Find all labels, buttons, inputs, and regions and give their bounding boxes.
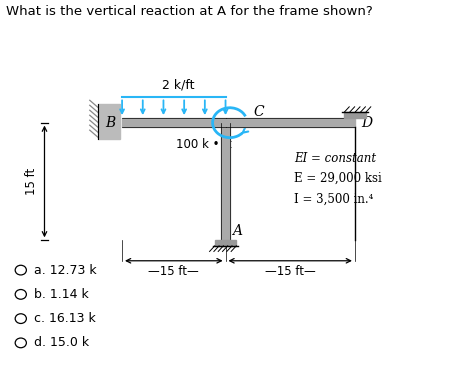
Text: d. 15.0 k: d. 15.0 k bbox=[34, 337, 89, 349]
Text: D: D bbox=[361, 116, 372, 130]
Bar bbox=[122, 118, 226, 127]
Text: 2 k/ft: 2 k/ft bbox=[162, 79, 194, 92]
Text: C: C bbox=[254, 105, 264, 119]
Text: b. 1.14 k: b. 1.14 k bbox=[34, 288, 88, 301]
Bar bbox=[215, 240, 236, 246]
Text: EI = constant: EI = constant bbox=[294, 152, 376, 165]
Text: a. 12.73 k: a. 12.73 k bbox=[34, 264, 96, 277]
Text: c. 16.13 k: c. 16.13 k bbox=[34, 312, 96, 325]
Text: —15 ft—: —15 ft— bbox=[149, 264, 199, 277]
Text: What is the vertical reaction at A for the frame shown?: What is the vertical reaction at A for t… bbox=[6, 5, 372, 18]
Text: B: B bbox=[106, 116, 116, 130]
Text: E = 29,000 ksi: E = 29,000 ksi bbox=[294, 172, 382, 185]
Text: 15 ft: 15 ft bbox=[25, 168, 38, 195]
Text: A: A bbox=[232, 224, 242, 238]
Bar bbox=[98, 104, 120, 139]
Bar bbox=[221, 123, 230, 240]
Bar bbox=[344, 112, 366, 118]
Text: 100 k • ft: 100 k • ft bbox=[176, 138, 232, 151]
Text: I = 3,500 in.⁴: I = 3,500 in.⁴ bbox=[294, 193, 374, 206]
Bar bbox=[226, 118, 355, 127]
Text: —15 ft—: —15 ft— bbox=[265, 264, 316, 277]
